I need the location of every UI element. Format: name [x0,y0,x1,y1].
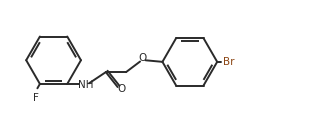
Text: Br: Br [223,57,234,67]
Text: NH: NH [78,81,93,90]
Text: F: F [33,93,39,103]
Text: O: O [117,84,126,94]
Text: O: O [138,53,147,63]
